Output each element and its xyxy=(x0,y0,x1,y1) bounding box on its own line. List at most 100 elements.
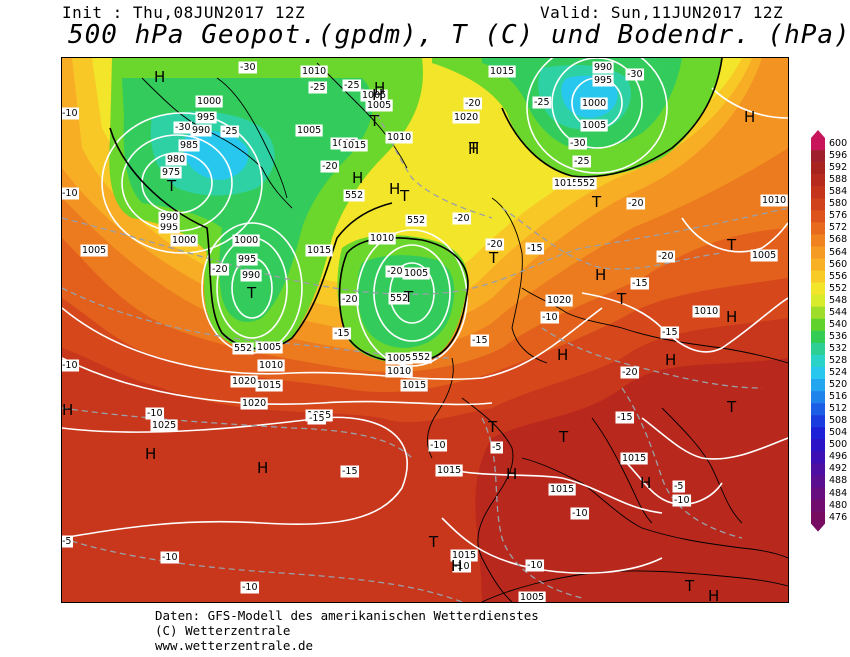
label-background xyxy=(435,464,463,477)
label-background xyxy=(402,267,430,280)
credit-line-1: Daten: GFS-Modell des amerikanischen Wet… xyxy=(155,608,539,623)
legend-label: 588 xyxy=(829,174,848,186)
temperature-label: -20 xyxy=(658,251,674,262)
pressure-label: 1010 xyxy=(387,366,411,377)
pressure-label: 1000 xyxy=(234,235,258,246)
high-pressure-marker: H xyxy=(468,140,479,158)
temperature-label: -10 xyxy=(147,408,163,419)
high-pressure-marker: H xyxy=(744,108,755,126)
label-background xyxy=(525,242,545,255)
temperature-label: -25 xyxy=(574,156,590,167)
pressure-label: 1010 xyxy=(387,132,411,143)
temperature-label: -25 xyxy=(344,80,360,91)
coast-mediterranean xyxy=(521,457,788,559)
weather-map: 1010 1005 1015 1000 995 990 985 980 975 … xyxy=(61,57,789,603)
pressure-label: 1005 xyxy=(257,342,281,353)
pressure-label: 1005 xyxy=(367,100,391,111)
temperature-label: -20 xyxy=(322,161,338,172)
legend-label: 584 xyxy=(829,186,848,198)
pressure-label: 1005 xyxy=(520,592,544,602)
label-background xyxy=(62,107,80,120)
legend-label: 596 xyxy=(829,150,848,162)
label-background xyxy=(240,397,268,410)
temperature-label: -10 xyxy=(542,312,558,323)
label-background xyxy=(195,111,217,124)
label-background xyxy=(625,68,645,81)
temperature-label: -10 xyxy=(62,360,78,371)
geopotential-label: 552 xyxy=(390,293,408,304)
high-pressure-marker: H xyxy=(62,401,73,419)
legend-swatch xyxy=(811,427,825,440)
coastlines xyxy=(141,62,788,602)
label-background xyxy=(342,79,362,92)
low-pressure-marker: T xyxy=(684,577,695,595)
label-background xyxy=(158,211,180,224)
label-background xyxy=(257,359,285,372)
label-background xyxy=(592,61,614,74)
high-pressure-marker: H xyxy=(389,180,400,198)
label-background xyxy=(518,591,546,602)
coast-balkans xyxy=(661,407,743,524)
label-background xyxy=(307,412,327,425)
temperature-label: -5 xyxy=(492,442,501,453)
temperature-label: -25 xyxy=(310,82,326,93)
legend-swatch xyxy=(811,270,825,283)
legend-label: 480 xyxy=(829,499,848,511)
legend-label: 536 xyxy=(829,330,848,342)
pressure-label: 1000 xyxy=(197,96,221,107)
label-background xyxy=(236,253,258,266)
credit-line-2: (C) Wetterzentrale xyxy=(155,623,291,638)
isobar-ring xyxy=(526,58,668,174)
label-background xyxy=(525,559,545,572)
isobar-line xyxy=(621,457,723,505)
map-labels: 1010 1005 1015 1000 995 990 985 980 975 … xyxy=(62,61,788,602)
coast-italy xyxy=(591,417,653,524)
temperature-label: -20 xyxy=(212,264,228,275)
pressure-label: 1015 xyxy=(622,453,646,464)
pressure-label: 1025 xyxy=(152,420,176,431)
isotherm-line xyxy=(62,537,463,602)
legend-label: 492 xyxy=(829,463,848,475)
low-pressure-marker: T xyxy=(166,177,177,195)
legend-label: 496 xyxy=(829,451,848,463)
legend-label: 540 xyxy=(829,318,848,330)
legend-label: 476 xyxy=(829,511,848,523)
temperature-label: -10 xyxy=(674,495,690,506)
label-background xyxy=(360,89,388,102)
label-background xyxy=(548,483,576,496)
isotherm-line xyxy=(501,207,723,270)
temperature-label: -30 xyxy=(570,138,586,149)
label-background xyxy=(158,221,180,234)
label-background xyxy=(580,97,608,110)
label-background xyxy=(238,61,258,74)
legend-swatch xyxy=(811,258,825,271)
pressure-label: 1005 xyxy=(752,250,776,261)
legend-swatch xyxy=(811,499,825,512)
label-background xyxy=(410,351,432,364)
label-background xyxy=(620,452,648,465)
label-background xyxy=(540,311,560,324)
credit-line-3: www.wetterzentrale.de xyxy=(155,638,314,653)
legend-swatch xyxy=(811,379,825,392)
temperature-label: -10 xyxy=(62,108,78,119)
pressure-label: 1000 xyxy=(172,235,196,246)
isotherm-line xyxy=(541,327,763,389)
high-pressure-marker: H xyxy=(372,86,383,104)
label-background xyxy=(190,124,212,137)
isobar-line xyxy=(711,87,788,119)
legend-label: 600 xyxy=(829,138,848,149)
coast-svalbard xyxy=(316,62,408,169)
label-background xyxy=(340,465,360,478)
pressure-label: 1015 xyxy=(554,178,578,189)
legend-label: 524 xyxy=(829,367,848,378)
legend-label: 484 xyxy=(829,487,848,499)
pressure-label: 1015 xyxy=(342,140,366,151)
legend-swatch xyxy=(811,330,825,344)
high-pressure-marker: H xyxy=(595,266,606,284)
label-background xyxy=(80,244,108,257)
temperature-label: -15 xyxy=(334,328,350,339)
geopotential-label: 552 xyxy=(577,178,595,189)
label-background xyxy=(450,549,478,562)
legend-label: 576 xyxy=(829,210,848,222)
label-background xyxy=(545,294,573,307)
